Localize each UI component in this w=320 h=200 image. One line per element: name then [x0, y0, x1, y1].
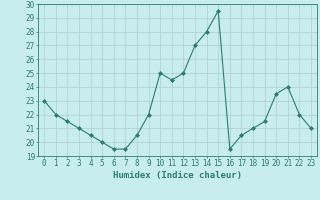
- X-axis label: Humidex (Indice chaleur): Humidex (Indice chaleur): [113, 171, 242, 180]
